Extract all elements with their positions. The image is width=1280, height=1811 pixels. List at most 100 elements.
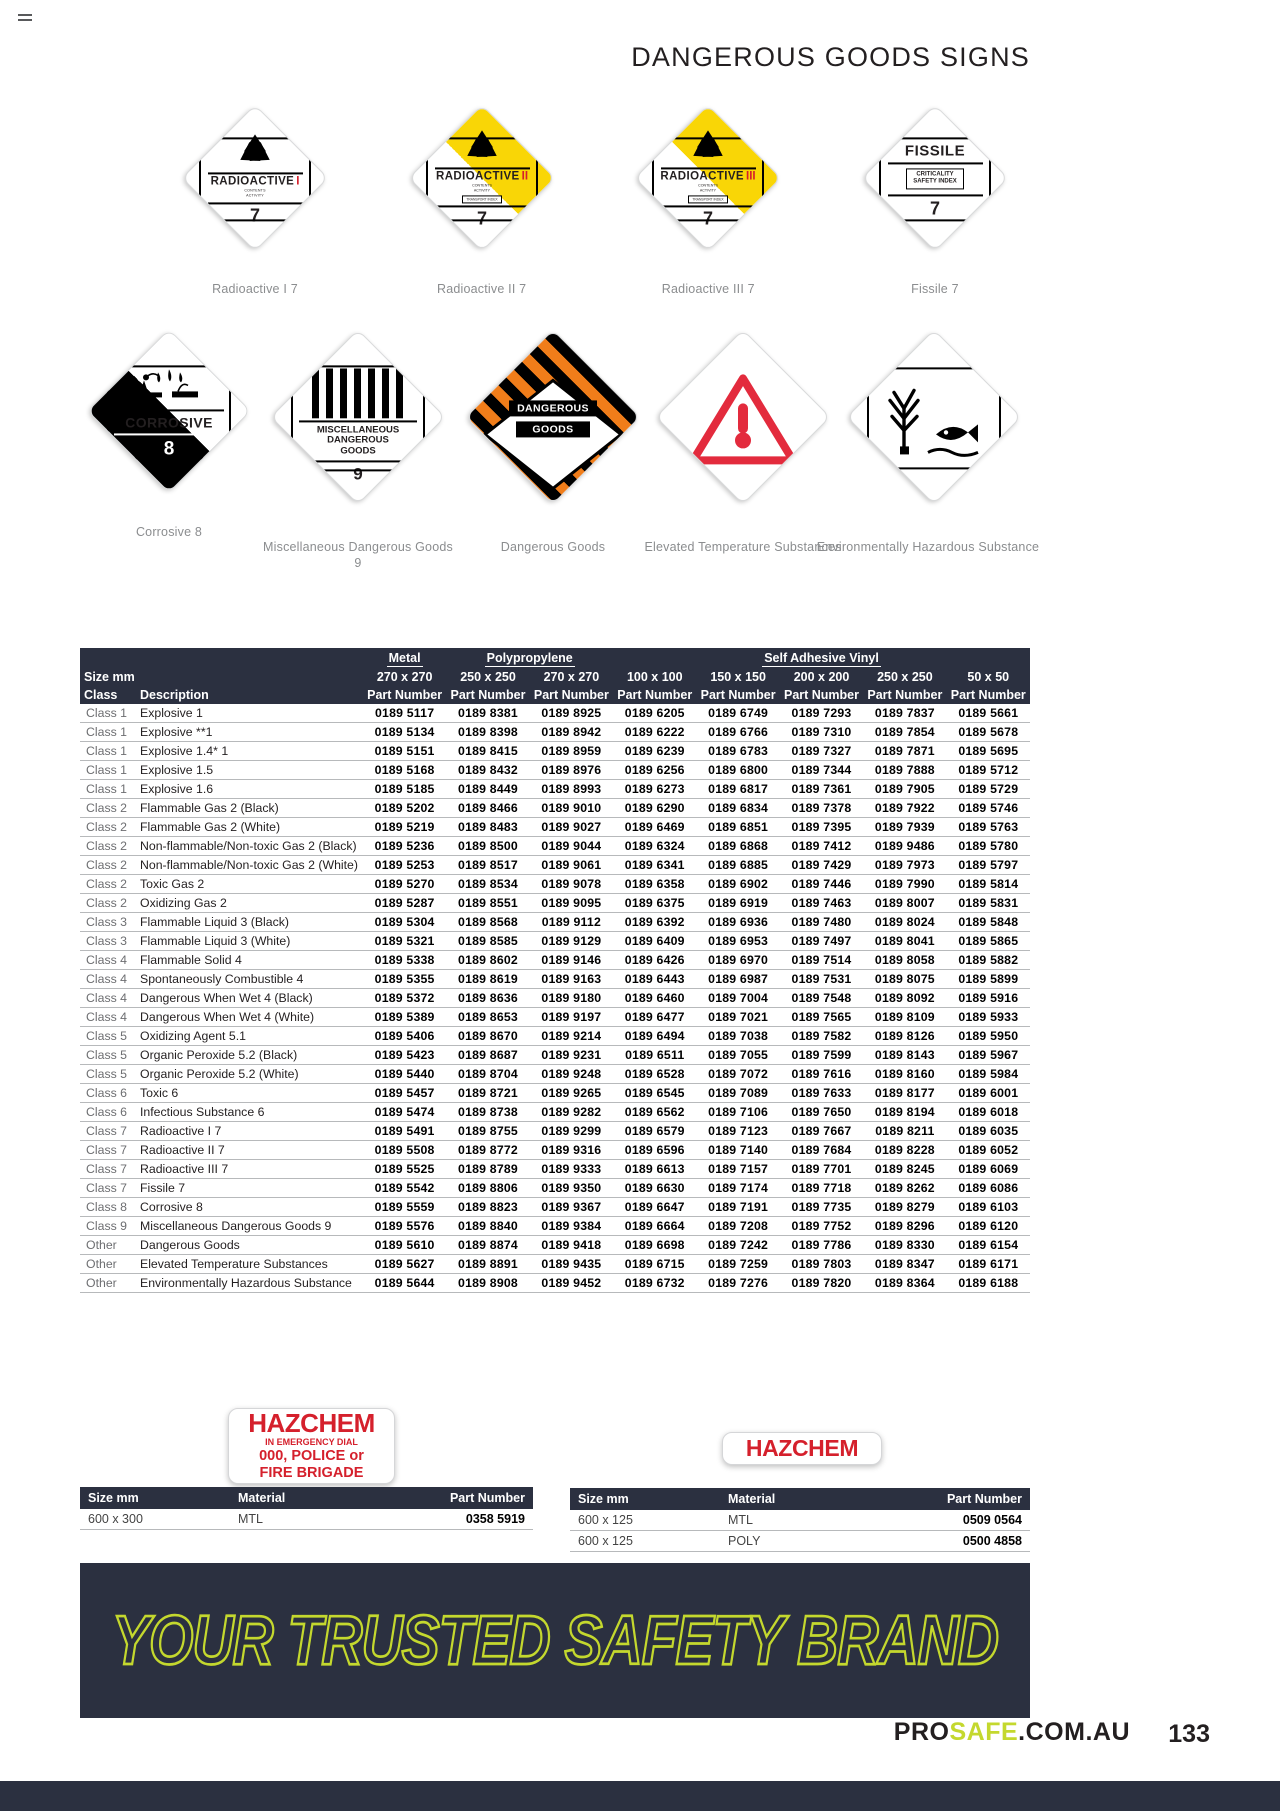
row-part-number: 0189 7599 bbox=[779, 1045, 864, 1065]
row-part-number: 0509 0564 bbox=[910, 1510, 1030, 1531]
row-part-number: 0189 9282 bbox=[529, 1102, 614, 1122]
row-part-number: 0189 6035 bbox=[946, 1121, 1030, 1141]
row-description: Organic Peroxide 5.2 (Black) bbox=[136, 1045, 363, 1065]
table-row[interactable]: Other Elevated Temperature Substances 0189… bbox=[80, 1254, 1030, 1274]
sign-radioactive-1[interactable]: RADIOACTIVE I CONTENTS ACTIVITY 7 bbox=[160, 104, 350, 298]
row-class: Other bbox=[80, 1273, 136, 1293]
table-row[interactable]: 600 x 125 POLY 0500 4858 bbox=[570, 1530, 1030, 1552]
hazchem-small-sign[interactable]: HAZCHEM bbox=[722, 1432, 882, 1465]
table-row[interactable]: Class 7 Radioactive I 7 0189 5491 0189 8755… bbox=[80, 1121, 1030, 1141]
row-part-number: 0189 8517 bbox=[446, 855, 530, 875]
table-row[interactable]: 600 x 300 MTL 0358 5919 bbox=[80, 1509, 533, 1530]
row-class: Class 3 bbox=[80, 931, 136, 951]
row-part-number: 0189 6851 bbox=[696, 817, 780, 837]
row-part-number: 0189 9384 bbox=[529, 1216, 614, 1236]
table-row[interactable]: Class 1 Explosive **1 0189 5134 0189 8398 01… bbox=[80, 722, 1030, 742]
part-number-header-1: Part Number bbox=[450, 688, 526, 702]
sign-corrosive[interactable]: CORROSIVE 8 Corrosive 8 bbox=[80, 328, 258, 571]
row-part-number: 0189 7582 bbox=[779, 1026, 864, 1046]
part-number-header-7: Part Number bbox=[950, 688, 1026, 702]
elevated-temperature-icon bbox=[688, 374, 797, 465]
row-part-number: 0189 9010 bbox=[529, 798, 614, 818]
sign-radioactive-3[interactable]: RADIOACTIVE III CONTENTS ACTIVITY TRANSP… bbox=[613, 104, 803, 298]
table-row[interactable]: 600 x 125 MTL 0509 0564 bbox=[570, 1510, 1030, 1531]
table-row[interactable]: Other Environmentally Hazardous Substance… bbox=[80, 1273, 1030, 1293]
row-part-number: 0189 5134 bbox=[362, 722, 447, 742]
table-row[interactable]: Class 4 Dangerous When Wet 4 (White) 0189 … bbox=[80, 1007, 1030, 1027]
row-part-number: 0189 5236 bbox=[362, 836, 447, 856]
row-part-number: 0189 6647 bbox=[613, 1197, 697, 1217]
row-description: Explosive 1.6 bbox=[136, 779, 363, 799]
table-row[interactable]: Class 6 Infectious Substance 6 0189 5474 01… bbox=[80, 1102, 1030, 1122]
table-row[interactable]: Class 4 Flammable Solid 4 0189 5338 0189 86… bbox=[80, 950, 1030, 970]
row-part-number: 0189 7854 bbox=[863, 722, 947, 742]
table-row[interactable]: Class 4 Spontaneously Combustible 4 0189 5… bbox=[80, 969, 1030, 989]
table-row[interactable]: Class 1 Explosive 1.4* 1 0189 5151 0189 841… bbox=[80, 741, 1030, 761]
row-part-number: 0189 9044 bbox=[529, 836, 614, 856]
table-row[interactable]: Class 6 Toxic 6 0189 5457 0189 8721 0189 926… bbox=[80, 1083, 1030, 1103]
radioactive-trefoil-icon bbox=[234, 133, 276, 171]
row-part-number: 0189 8347 bbox=[863, 1254, 947, 1274]
size-col-0: 270 x 270 bbox=[376, 670, 433, 684]
table-row[interactable]: Class 9 Miscellaneous Dangerous Goods 9 01… bbox=[80, 1216, 1030, 1236]
table-row[interactable]: Class 2 Oxidizing Gas 2 0189 5287 0189 8551… bbox=[80, 893, 1030, 913]
table-row[interactable]: Class 4 Dangerous When Wet 4 (Black) 0189 … bbox=[80, 988, 1030, 1008]
hazchem-large-sign[interactable]: HAZCHEM IN EMERGENCY DIAL 000, POLICE or… bbox=[228, 1408, 395, 1484]
table-row[interactable]: Class 7 Radioactive II 7 0189 5508 0189 877… bbox=[80, 1140, 1030, 1160]
sign-radioactive-2[interactable]: RADIOACTIVE II CONTENTS ACTIVITY TRANSPO… bbox=[387, 104, 577, 298]
table-row[interactable]: Class 2 Non-flammable/Non-toxic Gas 2 (Wh… bbox=[80, 855, 1030, 875]
sign-dangerous-goods[interactable]: DANGEROUS GOODS Dangerous Goods bbox=[458, 329, 648, 571]
signs-row-1: RADIOACTIVE I CONTENTS ACTIVITY 7 bbox=[160, 104, 1030, 298]
row-part-number: 0189 9367 bbox=[529, 1197, 614, 1217]
row-part-number: 0189 8534 bbox=[446, 874, 530, 894]
row-part-number: 0189 6613 bbox=[613, 1159, 697, 1179]
part-number-header-3: Part Number bbox=[617, 688, 693, 702]
row-part-number: 0189 8721 bbox=[446, 1083, 530, 1103]
table-row[interactable]: Class 5 Organic Peroxide 5.2 (White) 0189 … bbox=[80, 1064, 1030, 1084]
row-class: Class 7 bbox=[80, 1121, 136, 1141]
hazchem-large-header-row: Size mm Material Part Number bbox=[80, 1487, 533, 1509]
table-row[interactable]: Class 5 Oxidizing Agent 5.1 0189 5406 0189 … bbox=[80, 1026, 1030, 1046]
row-part-number: 0189 9214 bbox=[529, 1026, 614, 1046]
row-part-number: 0189 5559 bbox=[362, 1197, 447, 1217]
footer-bar bbox=[0, 1781, 1280, 1811]
stripes-icon bbox=[311, 368, 403, 419]
table-row[interactable]: Class 1 Explosive 1 0189 5117 0189 8381 0189… bbox=[80, 704, 1030, 723]
table-row[interactable]: Class 1 Explosive 1.6 0189 5185 0189 8449 01… bbox=[80, 779, 1030, 799]
part-number-header: Part Number bbox=[910, 1488, 1030, 1510]
table-row[interactable]: Class 5 Organic Peroxide 5.2 (Black) 0189 … bbox=[80, 1045, 1030, 1065]
row-part-number: 0189 7633 bbox=[779, 1083, 864, 1103]
row-part-number: 0189 9180 bbox=[529, 988, 614, 1008]
table-row[interactable]: Class 8 Corrosive 8 0189 5559 0189 8823 0189… bbox=[80, 1197, 1030, 1217]
row-part-number: 0189 5202 bbox=[362, 798, 447, 818]
hazchem-small-title: HAZCHEM bbox=[745, 1435, 859, 1461]
row-part-number: 0189 8772 bbox=[446, 1140, 530, 1160]
table-row[interactable]: Other Dangerous Goods 0189 5610 0189 8874 01… bbox=[80, 1235, 1030, 1255]
table-row[interactable]: Class 3 Flammable Liquid 3 (Black) 0189 53… bbox=[80, 912, 1030, 932]
sign-fissile[interactable]: FISSILE CRITICALITY SAFETY INDEX 7 Fissi… bbox=[840, 104, 1030, 298]
radioactive-trefoil-icon bbox=[461, 129, 502, 167]
sign-misc-dangerous-goods[interactable]: MISCELLANEOUS DANGEROUS GOODS 9 Miscella… bbox=[258, 329, 458, 571]
table-row[interactable]: Class 3 Flammable Liquid 3 (White) 0189 53… bbox=[80, 931, 1030, 951]
row-description: Flammable Gas 2 (Black) bbox=[136, 798, 363, 818]
sign-caption: Corrosive 8 bbox=[135, 525, 203, 539]
sign-environmentally-hazardous[interactable]: Environmentally Hazardous Substance bbox=[817, 329, 1039, 571]
table-row[interactable]: Class 1 Explosive 1.5 0189 5168 0189 8432 01… bbox=[80, 760, 1030, 780]
table-row[interactable]: Class 2 Non-flammable/Non-toxic Gas 2 (Bl… bbox=[80, 836, 1030, 856]
sign-caption: Fissile 7 bbox=[911, 282, 959, 296]
table-row[interactable]: Class 7 Fissile 7 0189 5542 0189 8806 0189 9… bbox=[80, 1178, 1030, 1198]
table-row[interactable]: Class 2 Toxic Gas 2 0189 5270 0189 8534 0189… bbox=[80, 874, 1030, 894]
sign-caption: Environmentally Hazardous Substance bbox=[816, 540, 1040, 554]
row-part-number: 0189 7497 bbox=[779, 931, 864, 951]
table-row[interactable]: Class 7 Radioactive III 7 0189 5525 0189 87… bbox=[80, 1159, 1030, 1179]
row-part-number: 0189 7310 bbox=[779, 722, 864, 742]
table-row[interactable]: Class 2 Flammable Gas 2 (White) 0189 5219 0… bbox=[80, 817, 1030, 837]
row-part-number: 0189 6426 bbox=[613, 950, 697, 970]
sign-elevated-temperature[interactable]: Elevated Temperature Substances bbox=[644, 329, 841, 571]
table-row[interactable]: Class 2 Flammable Gas 2 (Black) 0189 5202 0… bbox=[80, 798, 1030, 818]
row-part-number: 0189 6154 bbox=[946, 1235, 1030, 1255]
row-part-number: 0189 8466 bbox=[446, 798, 530, 818]
sign-caption: Elevated Temperature Substances bbox=[644, 540, 842, 554]
row-part-number: 0189 9316 bbox=[529, 1140, 614, 1160]
row-part-number: 0189 8738 bbox=[446, 1102, 530, 1122]
